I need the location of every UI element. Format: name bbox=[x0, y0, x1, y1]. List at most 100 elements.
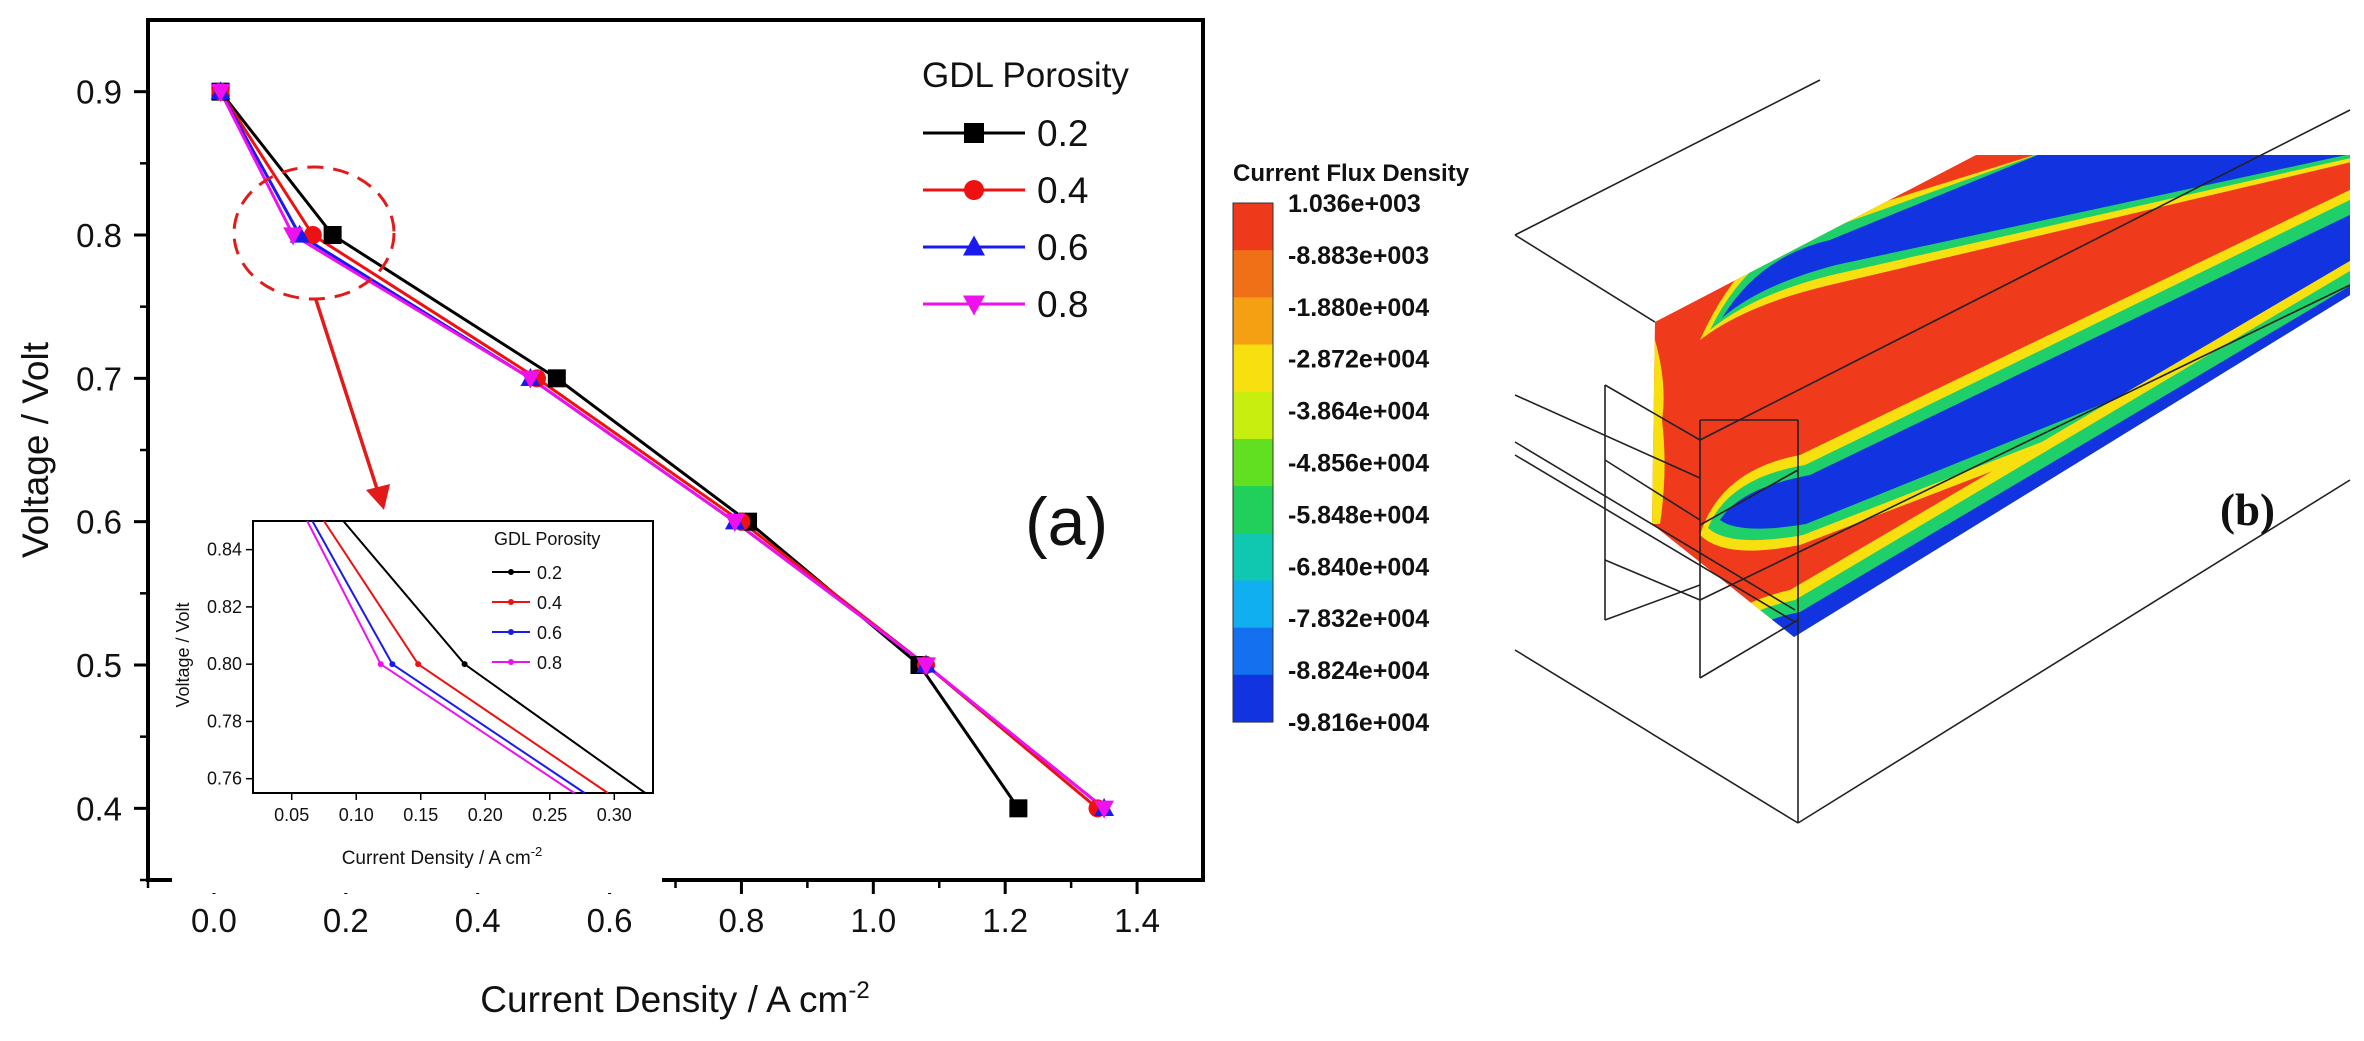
main-x-tick-label: 0.0 bbox=[191, 902, 237, 939]
colorbar: Current Flux Density 1.036e+003 -8.883e+0… bbox=[1232, 160, 1470, 737]
left-edge-band bbox=[1652, 330, 1665, 524]
main-x-tick-label: 1.2 bbox=[982, 902, 1028, 939]
channel-top-blue-core bbox=[1722, 155, 2350, 318]
legend-marker-0.2 bbox=[964, 123, 984, 143]
panel-b-label: (b) bbox=[2220, 485, 2275, 535]
data-point-0.4 bbox=[303, 226, 322, 244]
wireframe-lines bbox=[1514, 79, 2351, 824]
data-point-0.8 bbox=[520, 370, 541, 389]
colorbar-cell bbox=[1233, 297, 1273, 346]
inset-y-axis-ticks: 0.76 0.78 0.80 0.82 0.84 bbox=[207, 540, 253, 789]
main-y-tick-label: 0.8 bbox=[76, 217, 122, 254]
main-x-tick-label: 0.6 bbox=[587, 902, 633, 939]
colorbar-tick-label: -9.816e+004 bbox=[1288, 709, 1429, 737]
colorbar-tick-label: -4.856e+004 bbox=[1288, 450, 1429, 478]
colorbar-tick-label: -1.880e+004 bbox=[1288, 294, 1429, 322]
inset-x-tick-label: 0.20 bbox=[468, 805, 503, 825]
inset-x-tick-label: 0.05 bbox=[274, 805, 309, 825]
main-markers-group bbox=[210, 81, 1114, 819]
colorbar-tick-label: -8.883e+003 bbox=[1288, 242, 1429, 270]
main-y-axis-ticks: 0.4 0.5 0.6 0.7 0.8 0.9 bbox=[76, 74, 148, 882]
colorbar-cell bbox=[1233, 486, 1273, 534]
channel-top-yellow-band bbox=[1700, 155, 2350, 340]
data-point-0.2 bbox=[1009, 799, 1028, 818]
panel-b-3d-contour: (b) bbox=[1514, 79, 2351, 824]
inset-legend-label-0.2: 0.2 bbox=[537, 563, 562, 583]
legend-marker-0.6 bbox=[963, 235, 985, 256]
series-line-0.2 bbox=[219, 90, 1020, 810]
zoom-arrow-shaft bbox=[314, 299, 380, 493]
data-point-0.8 bbox=[283, 227, 303, 246]
legend-marker-0.8 bbox=[963, 295, 985, 316]
zoom-region-ellipse bbox=[232, 165, 396, 301]
inset-legend-label-0.4: 0.4 bbox=[537, 593, 562, 613]
main-y-tick-label: 0.9 bbox=[76, 74, 122, 111]
legend-marker-0.4 bbox=[964, 180, 984, 200]
inset-legend-marker-0.4 bbox=[508, 599, 514, 605]
main-legend-title: GDL Porosity bbox=[922, 56, 1129, 95]
data-point-0.8 bbox=[916, 657, 936, 676]
inset-legend-items: 0.2 0.4 0.6 0.8 bbox=[492, 563, 562, 673]
colorbar-tick-label: -2.872e+004 bbox=[1288, 346, 1429, 374]
inset-x-tick-label: 0.25 bbox=[532, 805, 567, 825]
inset-y-tick-label: 0.76 bbox=[207, 769, 242, 789]
inset-data-point-0.2 bbox=[461, 661, 468, 668]
main-x-tick-label: 1.0 bbox=[850, 902, 896, 939]
main-x-tick-label: 0.4 bbox=[455, 902, 501, 939]
inset-y-tick-label: 0.84 bbox=[207, 540, 242, 560]
channel-middle-blue-core bbox=[1720, 210, 2350, 529]
inset-data-point-0.6 bbox=[389, 661, 396, 668]
colorbar-cells bbox=[1232, 202, 1274, 723]
legend-label-0.8: 0.8 bbox=[1037, 284, 1088, 325]
colorbar-cell bbox=[1233, 438, 1273, 487]
data-point-0.8 bbox=[724, 514, 745, 533]
main-legend-items: 0.2 0.4 0.6 0.8 bbox=[923, 113, 1088, 325]
inset-x-tick-label: 0.10 bbox=[339, 805, 374, 825]
inset-legend: GDL Porosity 0.2 0.4 0.6 0.8 bbox=[492, 529, 600, 673]
main-legend: GDL Porosity 0.2 0.4 0.6 0.8 bbox=[922, 56, 1129, 325]
main-series-group bbox=[219, 90, 1106, 810]
inset-legend-title: GDL Porosity bbox=[494, 529, 600, 549]
main-y-tick-label: 0.7 bbox=[76, 360, 122, 397]
legend-label-0.4: 0.4 bbox=[1037, 170, 1088, 211]
panel-a-label: (a) bbox=[1025, 484, 1108, 560]
colorbar-title: Current Flux Density bbox=[1233, 160, 1470, 187]
colorbar-cell bbox=[1233, 674, 1273, 723]
inset-x-tick-label: 0.15 bbox=[403, 805, 438, 825]
inset-legend-marker-0.6 bbox=[508, 629, 514, 635]
colorbar-cell bbox=[1233, 580, 1273, 629]
main-y-tick-label: 0.4 bbox=[76, 790, 122, 827]
inset-x-tick-label: 0.30 bbox=[597, 805, 632, 825]
main-x-tick-label: 1.4 bbox=[1114, 902, 1160, 939]
main-y-tick-label: 0.6 bbox=[76, 504, 122, 541]
legend-label-0.2: 0.2 bbox=[1037, 113, 1088, 154]
main-x-tick-label: 0.2 bbox=[323, 902, 369, 939]
main-y-axis-label: Voltage / Volt bbox=[15, 341, 56, 558]
colorbar-tick-label: -6.840e+004 bbox=[1288, 553, 1429, 581]
colorbar-cell bbox=[1233, 391, 1273, 440]
inset-y-axis-label: Voltage / Volt bbox=[173, 602, 193, 707]
zoom-arrow-head bbox=[366, 484, 390, 510]
data-point-0.2 bbox=[547, 369, 566, 388]
inset-y-tick-label: 0.78 bbox=[207, 711, 242, 731]
colorbar-tick-label: -7.832e+004 bbox=[1288, 605, 1429, 633]
colorbar-tick-label: -3.864e+004 bbox=[1288, 398, 1429, 426]
inset-legend-marker-0.8 bbox=[508, 659, 514, 665]
inset-y-tick-label: 0.82 bbox=[207, 597, 242, 617]
inset-legend-label-0.8: 0.8 bbox=[537, 653, 562, 673]
inset-plot-frame bbox=[252, 520, 654, 794]
colorbar-tick-label: 1.036e+003 bbox=[1288, 190, 1421, 218]
data-point-0.8 bbox=[1094, 800, 1114, 819]
colorbar-cell bbox=[1233, 203, 1273, 251]
inset-x-axis-label: Current Density / A cm-2 bbox=[342, 844, 543, 869]
legend-label-0.6: 0.6 bbox=[1037, 227, 1088, 268]
inset-legend-marker-0.2 bbox=[508, 569, 514, 575]
colorbar-tick-label: -8.824e+004 bbox=[1288, 657, 1429, 685]
colorbar-tick-label: -5.848e+004 bbox=[1288, 501, 1429, 529]
series-line-0.8 bbox=[219, 90, 1106, 810]
colorbar-cell bbox=[1233, 533, 1273, 582]
colorbar-cell bbox=[1233, 250, 1273, 298]
data-point-0.8 bbox=[210, 84, 231, 103]
main-x-axis-ticks: 0.0 0.2 0.4 0.6 0.8 1.0 1.2 1.4 bbox=[146, 880, 1160, 939]
inset-data-point-0.4 bbox=[415, 661, 422, 668]
